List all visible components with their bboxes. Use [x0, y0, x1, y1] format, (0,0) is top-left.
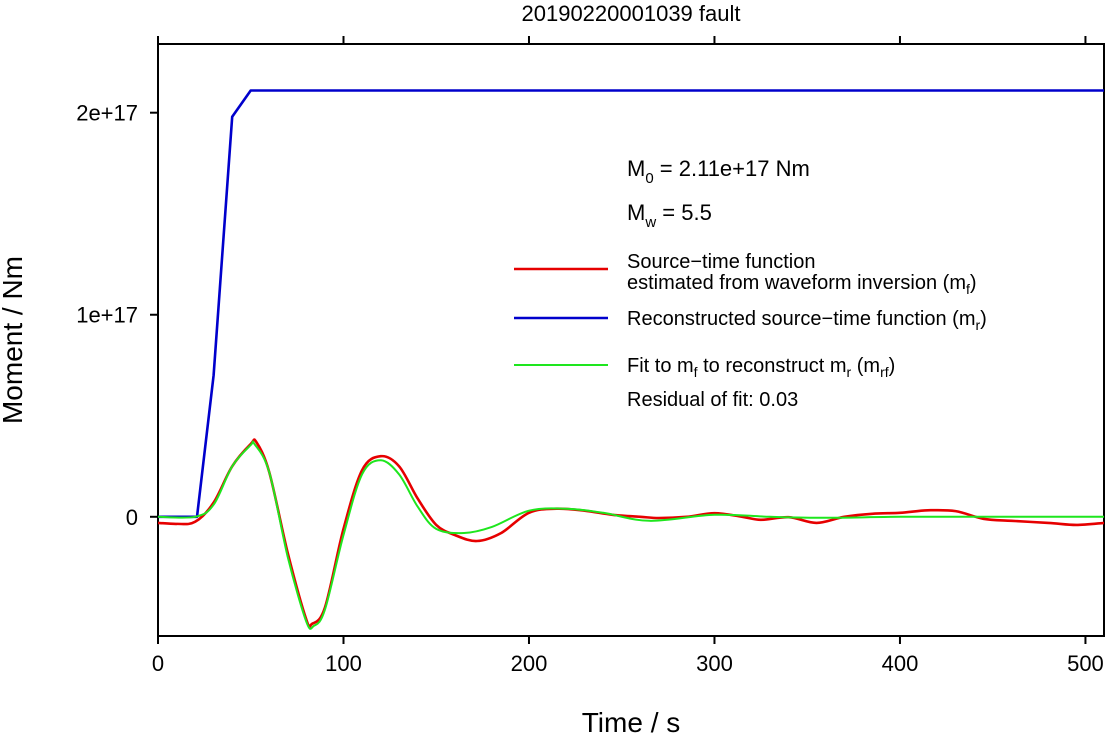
series-line-mr — [158, 89, 1104, 519]
x-tick-label: 200 — [511, 651, 548, 676]
x-tick-label: 100 — [325, 651, 362, 676]
legend-label-mrf: Fit to mf to reconstruct mr (mrf) — [627, 355, 895, 380]
mw-annotation: Mw = 5.5 — [627, 200, 712, 231]
axis-ticks: 0 100 200 300 400 500 0 1e+17 2e+17 — [76, 36, 1104, 676]
m0-annotation: M0 = 2.11e+17 Nm — [627, 156, 810, 187]
x-tick-label: 0 — [152, 651, 164, 676]
y-tick-label: 0 — [126, 505, 138, 530]
legend-label-mf-line1: Source−time function — [627, 251, 815, 273]
legend: Source−time function estimated from wave… — [514, 251, 987, 411]
legend-label-mf-line2: estimated from waveform inversion (mf) — [627, 272, 977, 297]
y-tick-label: 2e+17 — [76, 101, 138, 126]
series-layer — [158, 89, 1104, 630]
y-tick-label: 1e+17 — [76, 303, 138, 328]
chart-title: 20190220001039 fault — [522, 1, 741, 26]
residual-annotation: Residual of fit: 0.03 — [627, 389, 798, 411]
series-line-mrf — [158, 440, 1104, 630]
legend-label-mr: Reconstructed source−time function (mr) — [627, 308, 987, 333]
x-tick-label: 500 — [1067, 651, 1104, 676]
x-tick-label: 300 — [696, 651, 733, 676]
plot-frame — [157, 43, 1105, 637]
x-tick-label: 400 — [882, 651, 919, 676]
x-axis-title: Time / s — [582, 707, 681, 736]
y-axis-title: Moment / Nm — [0, 256, 28, 424]
